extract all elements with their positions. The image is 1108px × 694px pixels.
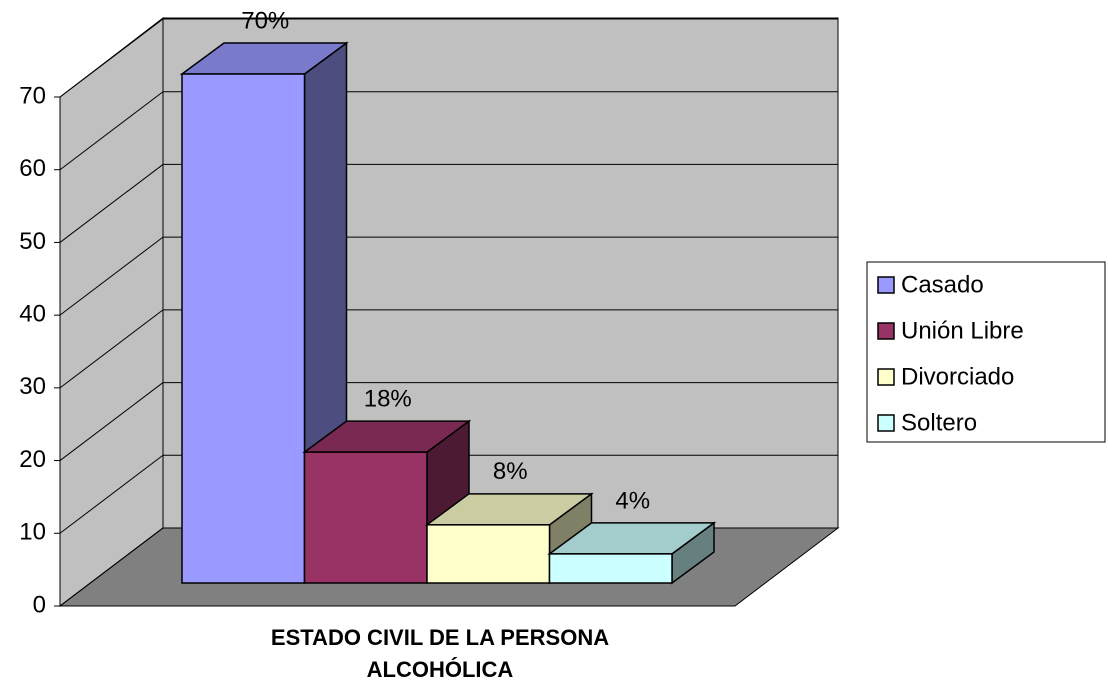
bar-front	[548, 553, 673, 584]
legend-label: Unión Libre	[901, 317, 1024, 344]
y-tick-label: 70	[19, 82, 46, 109]
legend-label: Casado	[901, 271, 984, 298]
y-tick-label: 50	[19, 228, 46, 255]
value-label: 18%	[364, 385, 412, 412]
grid-line	[59, 18, 164, 98]
x-axis-label: ESTADO CIVIL DE LA PERSONA ALCOHÓLICA	[270, 625, 610, 682]
legend-entries: Casado Unión Libre Divorciado Soltero	[877, 271, 1024, 436]
legend-swatch	[877, 322, 895, 340]
bar-front	[426, 524, 551, 584]
grid-line	[59, 527, 164, 607]
value-label: 70%	[241, 7, 289, 34]
value-label: 4%	[615, 487, 650, 514]
legend-label: Soltero	[901, 409, 977, 436]
bar-front	[303, 451, 428, 584]
y-tick-label: 30	[19, 373, 46, 400]
y-tick-label: 60	[19, 155, 46, 182]
legend-swatch	[877, 368, 895, 386]
grid-line	[59, 236, 164, 316]
bars: 70% 18% 8% 4%	[179, 7, 717, 585]
y-tick-label: 10	[19, 519, 46, 546]
legend-swatch	[877, 414, 895, 432]
grid-line	[59, 91, 164, 171]
legend	[866, 261, 1106, 443]
bar	[302, 419, 472, 585]
grid-line	[59, 309, 164, 389]
y-tick-label: 20	[19, 446, 46, 473]
y-tick-label: 0	[33, 591, 46, 618]
grid-line	[59, 454, 164, 534]
bar	[547, 521, 717, 585]
value-label: 8%	[493, 458, 528, 485]
y-tick-label: 40	[19, 300, 46, 327]
legend-swatch	[877, 276, 895, 294]
legend-label: Divorciado	[901, 363, 1014, 390]
bar-front	[181, 73, 306, 584]
grid-line	[59, 382, 164, 461]
grid-line	[59, 164, 164, 243]
left-wall	[59, 16, 164, 608]
